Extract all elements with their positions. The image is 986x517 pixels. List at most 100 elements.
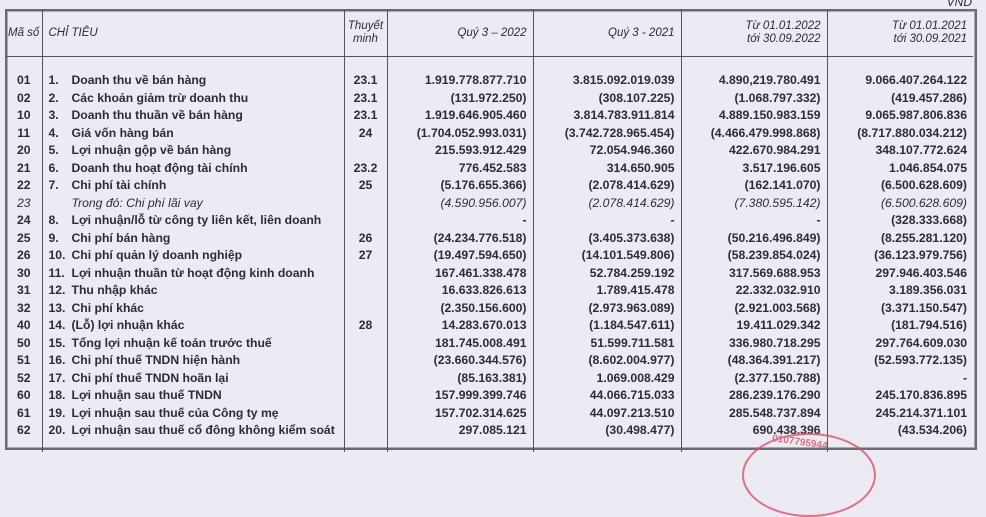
row-note [343,142,387,160]
row-label: 6. Doanh thu hoạt động tài chính [41,159,344,177]
value-ytd-2021: 9.065.987.806.836 [826,107,973,125]
row-code: 01 [16,73,31,87]
row-number: 14. [48,318,66,332]
value-ytd-2022: 4.890,219.780.491 [680,72,827,90]
header-ytd-2022: Từ 01.01.2022 tới 30.09.2022 [680,10,827,57]
value-q3-2022: (5.176.655.366) [386,177,533,195]
value-ytd-2022: (162.141.070) [680,177,827,195]
value-ytd-2022: (7.380.595.142) [680,194,827,212]
value-ytd-2022: (50.216.496.849) [680,229,827,247]
value-ytd-2022: 3.517.196.605 [680,159,827,177]
value-ytd-2022: 336.980.718.295 [680,334,827,352]
value-ytd-2021: (6.500.628.609) [826,177,973,195]
table-row: 62 20. Lợi nhuận sau thuế cổ đông không ki… [6,422,973,440]
table-row: 25 9. Chi phí bán hàng 26 (24.234.776.518) (3… [6,229,973,247]
table-row: 52 17. Chi phí thuế TNDN hoãn lại (85.163.3… [6,369,973,387]
row-label-text: Trong đó: Chi phí lãi vay [71,195,203,210]
value-q3-2021: (14.101.549.806) [532,247,681,265]
value-ytd-2021: 245.214.371.101 [826,404,973,422]
value-q3-2021: 314.650.905 [532,159,681,177]
value-q3-2022: (2.350.156.600) [386,299,533,317]
value-q3-2022: 297.085.121 [386,422,533,440]
value-ytd-2022: (2.921.003.568) [680,299,827,317]
row-code: 02 [16,90,31,105]
row-note [343,387,387,405]
value-ytd-2022: 285.548.737.894 [680,404,827,422]
row-code: 51 [16,353,31,367]
row-note: 23.1 [343,89,387,107]
row-label-text: Lợi nhuận/lỗ từ công ty liên kết, liên d… [71,213,322,227]
table-row: 02 2. Các khoản giảm trừ doanh thu 23.1 (131… [6,89,973,107]
value-ytd-2021: (8.255.281.120) [826,229,973,247]
value-ytd-2022: (4.466.479.998.868) [680,124,827,142]
value-q3-2021: (3.405.373.638) [532,229,681,247]
value-q3-2021: 3.815.092.019.039 [532,72,681,90]
table-row: 26 10. Chi phí quản lý doanh nghiệp 27 (19.4… [6,247,973,265]
table-row: 20 5. Lợi nhuận gộp về bán hàng 215.593.912… [6,142,973,160]
value-q3-2021: 51.599.711.581 [532,334,681,352]
row-code: 26 [16,248,31,262]
value-ytd-2021: (3.371.150.547) [826,299,973,317]
value-q3-2022: 215.593.912.429 [386,142,533,160]
table-row: 51 16. Chi phí thuế TNDN hiện hành (23.660.… [6,352,973,370]
value-ytd-2022: 317.569.688.953 [680,264,827,282]
table-row: 61 19. Lợi nhuận sau thuế của Công ty mẹ 15… [6,404,973,422]
table-row: 32 13. Chi phí khác (2.350.156.600) (2.973.9… [6,299,973,317]
value-q3-2021: (2.078.414.629) [532,194,681,212]
row-label: 13. Chi phí khác [41,299,344,317]
row-code: 60 [16,388,31,402]
row-label-text: Các khoản giảm trừ doanh thu [71,90,249,105]
value-q3-2021: (3.742.728.965.454) [532,124,681,142]
value-ytd-2021: (52.593.772.135) [826,352,973,370]
row-note [343,369,387,387]
value-ytd-2022: 22.332.032.910 [680,282,827,300]
row-note [343,194,387,212]
stamp-text: 0107795944 [771,433,829,452]
row-label: 14. (Lỗ) lợi nhuận khác [41,317,344,335]
value-ytd-2021: (8.717.880.034.212) [826,124,973,142]
value-q3-2021: (308.107.225) [532,89,681,107]
value-q3-2021: (1.184.547.611) [532,317,681,335]
row-note: 23.1 [343,72,387,90]
value-q3-2021: 72.054.946.360 [532,142,681,160]
value-q3-2022: 157.999.399.746 [386,387,533,405]
row-label-text: Chi phí khác [71,300,144,315]
row-label: 10. Chi phí quản lý doanh nghiệp [41,247,344,265]
row-label: 2. Các khoản giảm trừ doanh thu [41,89,344,107]
row-number: 7. [48,178,59,192]
row-note: 26 [343,229,387,247]
row-number: 13. [48,300,66,315]
table-row: 30 11. Lợi nhuận thuần từ hoạt động kinh d… [6,264,973,282]
row-label: 20. Lợi nhuận sau thuế cổ đông không kiểm… [41,422,344,440]
value-ytd-2021: (6.500.628.609) [826,194,973,212]
row-code: 32 [16,300,31,315]
value-ytd-2021: (328.333.668) [826,212,973,230]
value-q3-2022: (4.590.956.007) [386,194,533,212]
row-number: 10. [48,248,66,262]
header-item: CHỈ TIÊU [41,10,344,57]
value-ytd-2021: 297.764.609.030 [826,334,973,352]
value-ytd-2021: 9.066.407.264.122 [826,72,973,90]
value-q3-2022: 1.919.646.905.460 [386,107,533,125]
row-code: 25 [16,230,31,245]
value-q3-2022: (1.704.052.993.031) [386,124,533,142]
row-note [343,212,387,230]
row-label: 9. Chi phí bán hàng [41,229,344,247]
row-code: 31 [16,283,31,297]
value-q3-2021: 44.066.715.033 [532,387,681,405]
row-label: 19. Lợi nhuận sau thuế của Công ty mẹ [41,404,344,422]
row-code: 23 [16,195,31,210]
row-number: 16. [48,353,66,367]
value-ytd-2021: - [826,369,973,387]
table-row: 40 14. (Lỗ) lợi nhuận khác 28 14.283.670.013… [6,317,973,335]
value-ytd-2022: 19.411.029.342 [680,317,827,335]
value-q3-2022: 14.283.670.013 [386,317,533,335]
row-code: 61 [16,405,31,420]
row-label: Trong đó: Chi phí lãi vay [41,194,344,212]
value-ytd-2022: (58.239.854.024) [680,247,827,265]
row-number: 20. [48,423,66,437]
table-row: 21 6. Doanh thu hoạt động tài chính 23.2 776… [6,159,973,177]
income-statement-table: Mã số CHỈ TIÊU Thuyết minh Quý 3 – 2022 … [6,10,973,452]
header-q3-2021: Quý 3 - 2021 [532,10,681,57]
value-q3-2021: (2.973.963.089) [532,299,681,317]
